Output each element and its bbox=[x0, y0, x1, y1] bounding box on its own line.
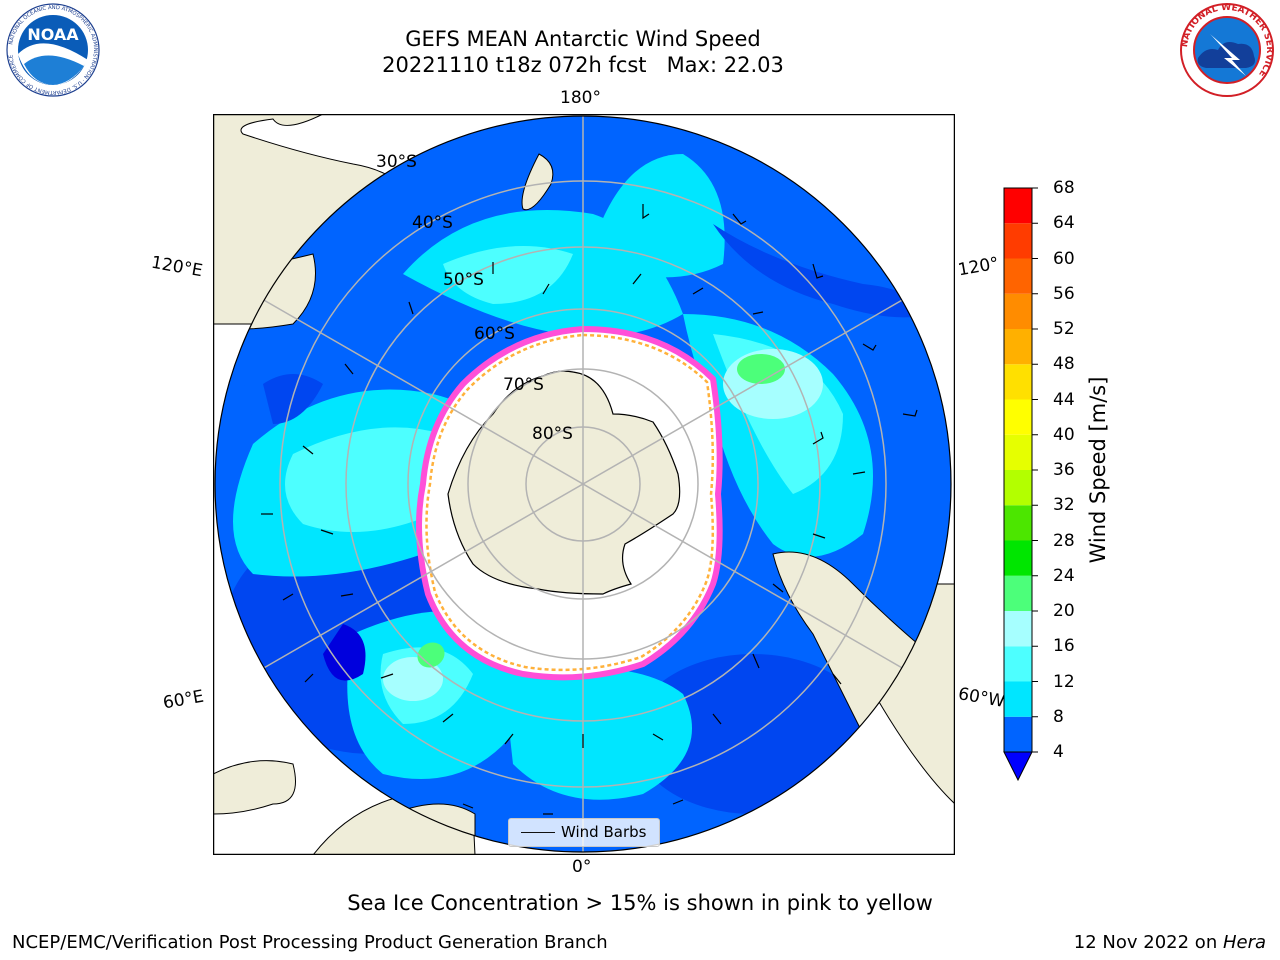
colorbar-segment bbox=[1004, 505, 1032, 541]
wind-field bbox=[215, 116, 951, 852]
map-frame-border bbox=[213, 114, 955, 855]
lon-label-0: 0° bbox=[572, 857, 592, 877]
wind-barb-legend-line bbox=[521, 832, 555, 833]
colorbar-tick-label: 48 bbox=[1053, 354, 1075, 375]
footer-date: 12 Nov 2022 on Hera bbox=[1074, 932, 1266, 953]
colorbar-tick-label: 28 bbox=[1053, 530, 1075, 551]
colorbar-extend-arrow bbox=[1003, 751, 1033, 782]
colorbar-tick-label: 4 bbox=[1053, 742, 1064, 762]
colorbar-segment bbox=[1004, 434, 1032, 470]
lon-label-60e: 60°E bbox=[161, 686, 206, 714]
lat-label-40s: 40°S bbox=[412, 213, 453, 233]
footer-host: Hera bbox=[1222, 932, 1266, 953]
colorbar-segment bbox=[1004, 329, 1032, 365]
map-legend: Wind Barbs bbox=[508, 818, 660, 847]
colorbar-segment bbox=[1004, 646, 1032, 682]
colorbar-tick-label: 12 bbox=[1053, 671, 1075, 692]
colorbar-tick-label: 24 bbox=[1053, 565, 1075, 586]
noaa-logo-text: NOAA bbox=[27, 25, 79, 44]
colorbar-tick-label: 16 bbox=[1053, 636, 1075, 657]
colorbar-segment bbox=[1004, 399, 1032, 435]
colorbar-segment bbox=[1004, 681, 1032, 717]
colorbar-segment bbox=[1004, 258, 1032, 294]
colorbar-tick-label: 36 bbox=[1053, 460, 1075, 480]
colorbar-segment bbox=[1004, 364, 1032, 400]
footer-branch: NCEP/EMC/Verification Post Processing Pr… bbox=[12, 932, 608, 953]
colorbar-segment bbox=[1004, 716, 1032, 752]
lon-label-120e: 120°E bbox=[149, 252, 205, 282]
colorbar-segment bbox=[1004, 575, 1032, 611]
graticule bbox=[215, 116, 951, 852]
colorbar-tick-label: 68 bbox=[1053, 178, 1075, 198]
lat-label-80s: 80°S bbox=[532, 424, 573, 444]
lon-label-180: 180° bbox=[560, 88, 601, 108]
colorbar-tick-label: 44 bbox=[1053, 389, 1075, 410]
polar-map bbox=[213, 114, 955, 855]
colorbar-segment bbox=[1004, 223, 1032, 259]
colorbar-tick-label: 20 bbox=[1053, 601, 1075, 621]
noaa-logo: NOAA NATIONAL OCEANIC AND ATMOSPHERIC AD… bbox=[6, 3, 100, 97]
colorbar-segment bbox=[1004, 293, 1032, 329]
footer-date-text: 12 Nov 2022 on bbox=[1073, 932, 1223, 953]
lat-label-50s: 50°S bbox=[443, 270, 484, 290]
colorbar-tick-label: 8 bbox=[1053, 706, 1064, 727]
colorbar-tick-label: 56 bbox=[1053, 283, 1075, 304]
nws-logo: NATIONAL WEATHER SERVICE bbox=[1180, 3, 1274, 97]
colorbar-tick-label: 64 bbox=[1053, 213, 1075, 234]
lat-label-60s: 60°S bbox=[474, 324, 515, 344]
chart-title: GEFS MEAN Antarctic Wind Speed bbox=[405, 27, 761, 51]
chart-subtitle: 20221110 t18z 072h fcst Max: 22.03 bbox=[382, 53, 784, 77]
wind-barbs bbox=[261, 204, 918, 815]
colorbar-tick-label: 32 bbox=[1053, 495, 1075, 516]
lat-label-30s: 30°S bbox=[376, 152, 417, 172]
colorbar-segment bbox=[1004, 470, 1032, 506]
lat-label-70s: 70°S bbox=[503, 375, 544, 395]
colorbar bbox=[1003, 187, 1038, 782]
legend-label: Wind Barbs bbox=[561, 823, 647, 841]
map-boundary bbox=[214, 115, 952, 853]
sea-ice-caption: Sea Ice Concentration > 15% is shown in … bbox=[347, 891, 933, 915]
colorbar-tick-label: 60 bbox=[1053, 248, 1075, 269]
colorbar-segment bbox=[1004, 611, 1032, 647]
colorbar-tick-label: 52 bbox=[1053, 319, 1075, 339]
colorbar-title: Wind Speed [m/s] bbox=[1086, 376, 1110, 564]
colorbar-segment bbox=[1004, 540, 1032, 576]
colorbar-segment bbox=[1004, 188, 1032, 224]
colorbar-tick-label: 40 bbox=[1053, 424, 1075, 445]
